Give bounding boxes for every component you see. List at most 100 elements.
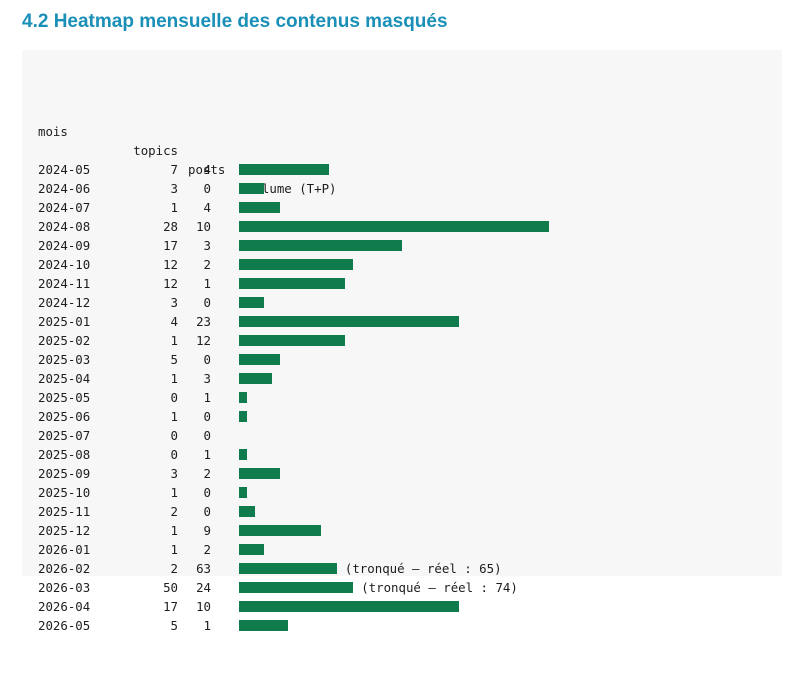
- cell-posts: 10: [196, 219, 211, 234]
- table-body: 2024-05 7 4 2024-06 3 0 2024-07 1 4 2024-08 28 10 20…: [38, 160, 550, 635]
- cell-topics: 1: [170, 409, 178, 424]
- table-row: 2025-07 0 0: [38, 426, 211, 445]
- cell-posts: 10: [196, 599, 211, 614]
- volume-bar: [239, 278, 346, 289]
- cell-volume: [239, 388, 248, 407]
- cell-mois: 2024-05: [38, 162, 91, 177]
- cell-topics: 1: [170, 371, 178, 386]
- cell-volume: (tronqué — réel : 65): [239, 559, 502, 578]
- table-row: 2025-06 1 0: [38, 407, 248, 426]
- cell-volume: [239, 616, 288, 635]
- cell-topics: 12: [163, 276, 178, 291]
- cell-posts: 0: [203, 181, 211, 196]
- cell-posts: 0: [203, 409, 211, 424]
- cell-posts: 4: [203, 162, 211, 177]
- cell-posts: 1: [203, 618, 211, 633]
- volume-bar: [239, 411, 248, 422]
- cell-topics: 17: [163, 238, 178, 253]
- cell-volume: [239, 274, 346, 293]
- cell-topics: 1: [170, 523, 178, 538]
- volume-bar: [239, 183, 264, 194]
- cell-posts: 2: [203, 466, 211, 481]
- cell-posts: 4: [203, 200, 211, 215]
- table-row: 2025-01 4 23: [38, 312, 460, 331]
- code-block: mois topics posts volume (T+P) 2024-05 7 4…: [22, 50, 782, 633]
- cell-topics: 2: [170, 561, 178, 576]
- volume-bar: [239, 582, 354, 593]
- cell-volume: [239, 483, 248, 502]
- volume-bar: [239, 563, 337, 574]
- cell-posts: 1: [203, 390, 211, 405]
- cell-mois: 2024-08: [38, 219, 91, 234]
- volume-bar: [239, 316, 460, 327]
- cell-topics: 3: [170, 466, 178, 481]
- table-row: 2026-01 1 2: [38, 540, 264, 559]
- volume-bar: [239, 164, 329, 175]
- volume-bar: [239, 487, 248, 498]
- table-row: 2024-06 3 0: [38, 179, 264, 198]
- volume-bar: [239, 259, 354, 270]
- cell-topics: 7: [170, 162, 178, 177]
- cell-mois: 2026-02: [38, 561, 91, 576]
- table-row: 2025-12 1 9: [38, 521, 321, 540]
- cell-mois: 2024-09: [38, 238, 91, 253]
- cell-mois: 2024-11: [38, 276, 91, 291]
- header-topics: topics: [133, 143, 178, 158]
- cell-mois: 2026-03: [38, 580, 91, 595]
- table-row: 2026-05 5 1: [38, 616, 288, 635]
- table-row: 2026-03 50 24 (tronqué — réel : 74): [38, 578, 518, 597]
- volume-bar: [239, 335, 346, 346]
- table-row: 2024-09 17 3: [38, 236, 403, 255]
- cell-posts: 12: [196, 333, 211, 348]
- cell-volume: [239, 369, 272, 388]
- volume-bar: [239, 240, 403, 251]
- cell-volume: [239, 350, 280, 369]
- cell-mois: 2025-01: [38, 314, 91, 329]
- cell-mois: 2025-12: [38, 523, 91, 538]
- table-row: 2024-07 1 4: [38, 198, 280, 217]
- cell-posts: 3: [203, 238, 211, 253]
- cell-topics: 2: [170, 504, 178, 519]
- cell-posts: 9: [203, 523, 211, 538]
- cell-topics: 4: [170, 314, 178, 329]
- cell-topics: 0: [170, 390, 178, 405]
- cell-volume: [239, 407, 248, 426]
- cell-mois: 2024-12: [38, 295, 91, 310]
- cell-volume: [239, 331, 346, 350]
- cell-topics: 1: [170, 542, 178, 557]
- cell-mois: 2025-07: [38, 428, 91, 443]
- cell-volume: (tronqué — réel : 74): [239, 578, 518, 597]
- cell-volume: [239, 160, 329, 179]
- cell-volume: [239, 312, 460, 331]
- cell-topics: 3: [170, 181, 178, 196]
- volume-bar: [239, 620, 288, 631]
- cell-mois: 2026-04: [38, 599, 91, 614]
- cell-posts: 63: [196, 561, 211, 576]
- cell-mois: 2024-06: [38, 181, 91, 196]
- cell-mois: 2024-10: [38, 257, 91, 272]
- cell-topics: 17: [163, 599, 178, 614]
- cell-topics: 50: [163, 580, 178, 595]
- volume-bar: [239, 601, 460, 612]
- cell-mois: 2025-11: [38, 504, 91, 519]
- cell-mois: 2026-05: [38, 618, 91, 633]
- cell-volume: [239, 179, 264, 198]
- volume-bar: [239, 373, 272, 384]
- cell-volume: [239, 521, 321, 540]
- cell-mois: 2025-06: [38, 409, 91, 424]
- cell-volume: [239, 445, 248, 464]
- volume-bar: [239, 392, 248, 403]
- table-row: 2025-10 1 0: [38, 483, 248, 502]
- cell-volume: [239, 540, 264, 559]
- truncation-note: (tronqué — réel : 65): [344, 561, 502, 576]
- header-mois: mois: [38, 124, 68, 139]
- cell-posts: 2: [203, 542, 211, 557]
- table-row: 2024-10 12 2: [38, 255, 354, 274]
- volume-bar: [239, 297, 264, 308]
- cell-mois: 2026-01: [38, 542, 91, 557]
- cell-topics: 0: [170, 447, 178, 462]
- table-row: 2025-04 1 3: [38, 369, 272, 388]
- cell-posts: 0: [203, 428, 211, 443]
- table-row: 2024-08 28 10: [38, 217, 550, 236]
- cell-mois: 2025-10: [38, 485, 91, 500]
